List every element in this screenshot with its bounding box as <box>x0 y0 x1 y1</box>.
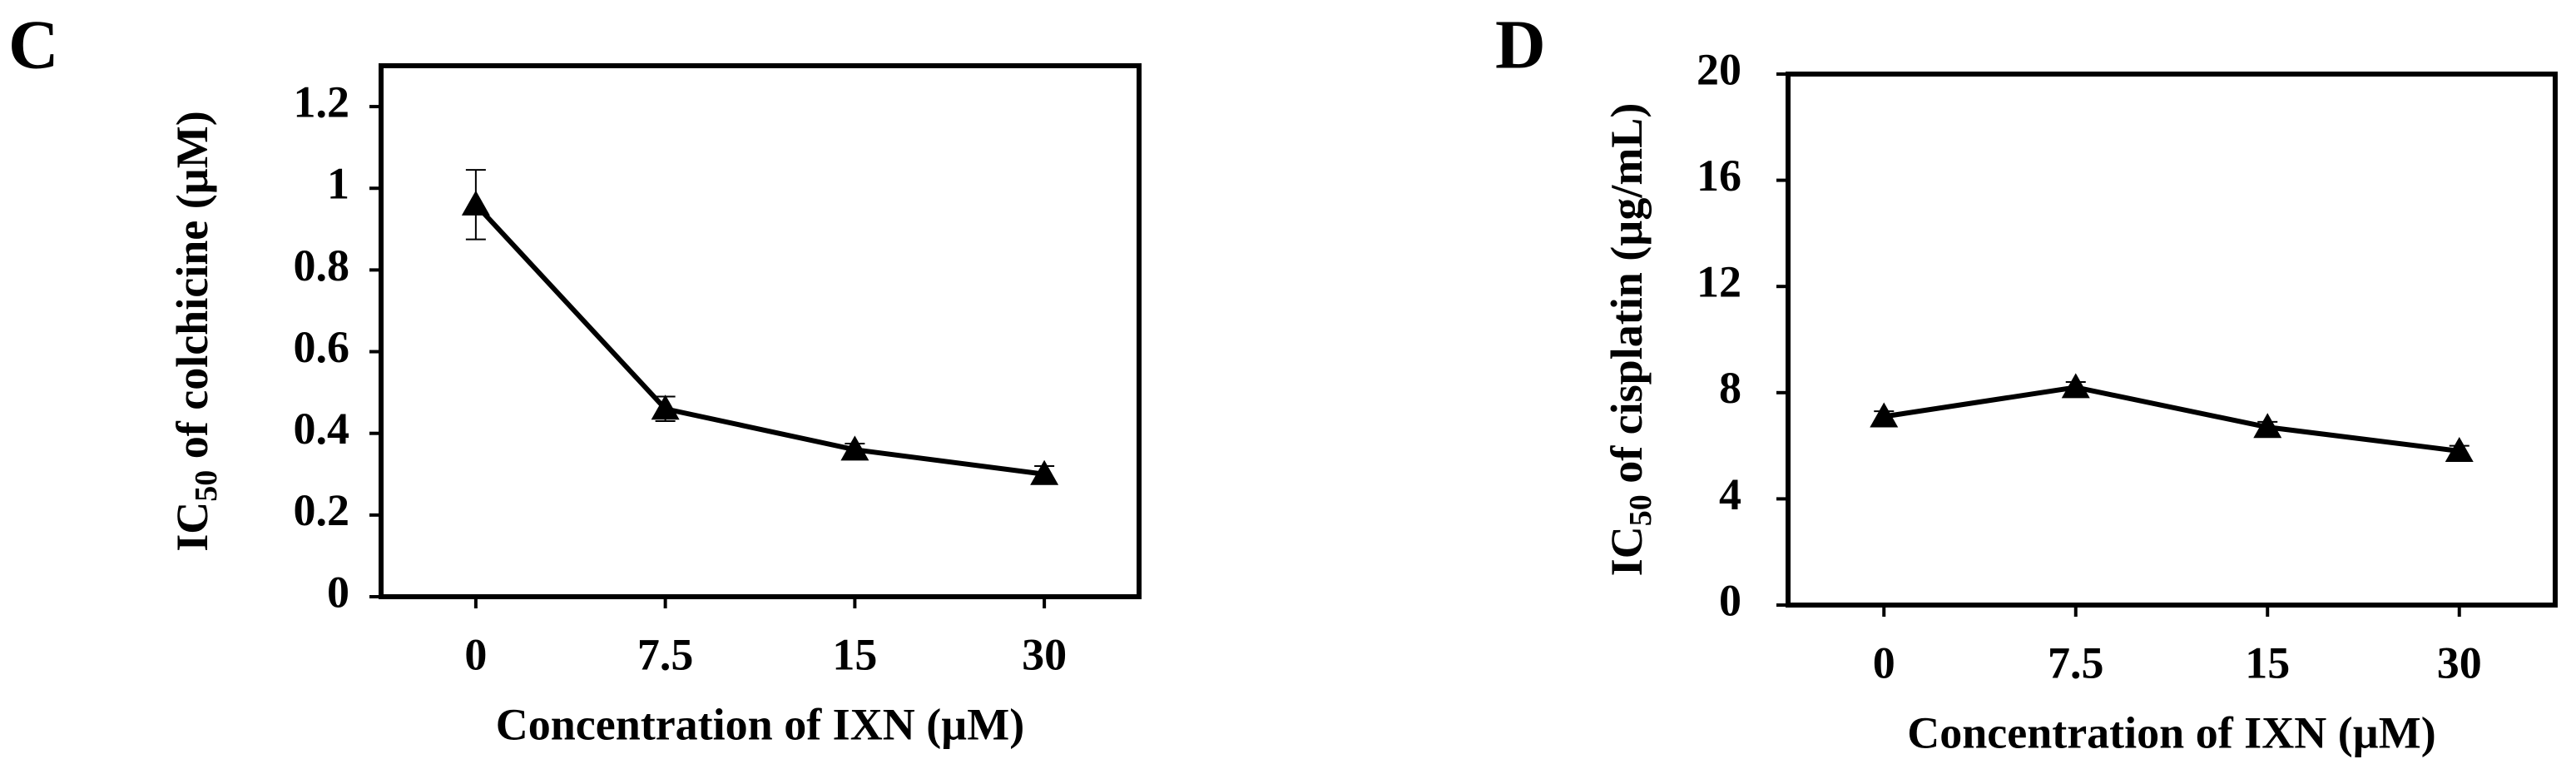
plot-frame <box>1786 72 2558 608</box>
y-tick-label: 0 <box>327 567 349 617</box>
y-tick-label: 16 <box>1697 151 1741 201</box>
x-tick-label: 7.5 <box>2048 638 2104 687</box>
marker <box>2445 436 2474 462</box>
y-axis-label: IC50 of cisplatin (µg/mL) <box>1602 103 1657 577</box>
y-label-rest: of colchicine (µM) <box>167 111 217 469</box>
y-tick-label: 8 <box>1719 363 1741 413</box>
marker <box>2253 413 2282 439</box>
x-axis-label: Concentration of IXN (µM) <box>1907 707 2436 757</box>
marker <box>651 394 680 420</box>
y-tick-label: 0 <box>1719 575 1741 625</box>
x-tick-label: 30 <box>1022 629 1067 679</box>
marker <box>1030 459 1059 485</box>
marker <box>840 435 869 461</box>
x-tick-label: 0 <box>1873 638 1895 687</box>
x-tick-label: 15 <box>2245 638 2290 687</box>
data-line <box>1883 385 2460 454</box>
marker <box>2061 373 2090 399</box>
x-tick-label: 7.5 <box>637 629 694 679</box>
y-tick-label: 20 <box>1697 44 1741 94</box>
panel-label: D <box>1495 6 1546 83</box>
x-tick-label: 0 <box>464 629 487 679</box>
y-axis-label: IC50 of colchicine (µM) <box>167 111 223 552</box>
y-tick-label: 0.6 <box>294 322 350 372</box>
y-tick-label: 0.8 <box>294 241 350 290</box>
y-tick-label: 0.4 <box>294 404 350 454</box>
marker <box>1870 402 1899 428</box>
y-label-main: IC <box>1602 526 1652 576</box>
x-axis-label: Concentration of IXN (µM) <box>496 699 1025 749</box>
y-tick-label: 0.2 <box>294 485 350 535</box>
y-label-sub: 50 <box>1623 494 1658 526</box>
y-tick-label: 4 <box>1719 469 1741 519</box>
y-label-main: IC <box>167 502 217 552</box>
x-tick-label: 30 <box>2437 638 2482 687</box>
y-label-rest: of cisplatin (µg/mL) <box>1602 103 1652 495</box>
y-tick-label: 1.2 <box>294 77 350 127</box>
y-label-sub: 50 <box>189 470 224 502</box>
y-tick-label: 1 <box>327 159 349 209</box>
panel-label: C <box>8 6 59 83</box>
data-line <box>473 202 1045 477</box>
plot-frame <box>379 63 1142 599</box>
marker <box>461 190 490 216</box>
chart: C 0 0.2 0.4 0.6 0.8 1 1.2 0 7.5 15 30 Concentration … <box>8 6 1142 749</box>
y-tick-label: 12 <box>1697 257 1741 307</box>
x-tick-label: 15 <box>832 629 877 679</box>
